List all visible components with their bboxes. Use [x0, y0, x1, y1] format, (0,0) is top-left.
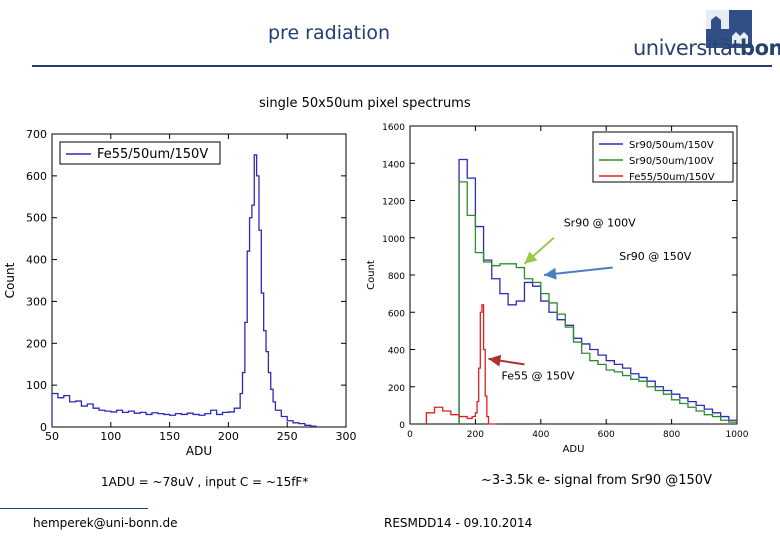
x-tick-label: 150: [159, 430, 180, 443]
series-line-0: [51, 154, 317, 427]
legend-label: Fe55/50um/150V: [629, 172, 715, 183]
y-tick-label: 200: [26, 337, 47, 350]
legend-label: Sr90/50um/100V: [629, 156, 714, 167]
x-axis-label: ADU: [563, 444, 585, 455]
series-line-0: [458, 158, 737, 424]
y-axis-label: Count: [366, 260, 377, 290]
annotation-label: Fe55 @ 150V: [502, 369, 575, 382]
footer-conference: RESMDD14 - 09.10.2014: [384, 516, 533, 530]
y-tick-label: 1200: [382, 198, 405, 208]
y-axis-label: Count: [3, 262, 17, 298]
y-tick-label: 600: [388, 309, 405, 319]
x-axis-label: ADU: [186, 444, 212, 458]
y-tick-label: 300: [26, 295, 47, 308]
annotation-label: Sr90 @ 150V: [619, 250, 691, 263]
x-tick-label: 100: [100, 430, 121, 443]
legend-label: Fe55/50um/150V: [97, 147, 208, 162]
y-tick-label: 100: [26, 379, 47, 392]
legend: Fe55/50um/150V: [59, 141, 221, 165]
legend-box: [592, 131, 734, 183]
y-tick-label: 600: [26, 170, 47, 183]
y-tick-label: 400: [26, 254, 47, 267]
y-tick-label: 500: [26, 212, 47, 225]
note-signal: ~3-3.5k e- signal from Sr90 @150V: [481, 473, 712, 488]
y-tick-label: 0: [40, 421, 47, 434]
chart-fe55: 0 100 200 300 400 500 600 700 50 100 150 200 250 300 A…: [3, 128, 357, 458]
x-tick-label: 200: [467, 430, 484, 440]
page-title: pre radiation: [268, 22, 391, 44]
annotation-label: Sr90 @ 100V: [564, 217, 636, 230]
x-tick-label: 800: [663, 430, 680, 440]
slide-subtitle: single 50x50um pixel spectrums: [259, 96, 471, 111]
logo-text-a: universität: [633, 36, 741, 60]
legend-box: [59, 141, 221, 165]
x-tick-label: 200: [218, 430, 239, 443]
university-seal-icon: [706, 10, 752, 48]
plot-frame: [51, 133, 347, 428]
x-tick-label: 400: [532, 430, 549, 440]
header-divider: [32, 65, 772, 67]
footer-email: hemperek@uni-bonn.de: [33, 516, 178, 530]
y-tick-label: 400: [388, 347, 405, 357]
x-tick-label: 300: [336, 430, 357, 443]
y-tick-label: 1600: [382, 123, 405, 133]
y-tick-label: 1400: [382, 160, 405, 170]
y-tick-label: 700: [26, 128, 47, 141]
legend: Sr90/50um/150V Sr90/50um/100V Fe55/50um/15…: [592, 131, 734, 183]
x-tick-label: 0: [407, 430, 413, 440]
x-tick-label: 1000: [726, 430, 749, 440]
annotation-arrow: [488, 354, 525, 367]
legend-label: Sr90/50um/150V: [629, 140, 714, 151]
y-tick-label: 800: [388, 272, 405, 282]
y-tick-label: 0: [399, 421, 405, 431]
note-conversion: 1ADU = ~78uV , input C = ~15fF*: [101, 475, 309, 489]
series-line-2: [425, 304, 497, 425]
chart-sr90-fe55: 0 200 400 600 800 1000 1200 1400 1600 0 200 400 600 8…: [366, 123, 749, 455]
x-tick-label: 600: [598, 430, 615, 440]
y-tick-label: 1000: [382, 235, 405, 245]
series-line-1: [458, 181, 737, 424]
x-tick-label: 50: [45, 430, 59, 443]
footer-divider: [0, 508, 148, 509]
logo-text-b: bonn: [740, 36, 780, 60]
x-tick-label: 250: [277, 430, 298, 443]
university-logo: universitätbonn: [633, 36, 780, 60]
y-tick-label: 200: [388, 384, 405, 394]
annotation-arrow: [523, 237, 555, 265]
annotation-arrow: [543, 266, 613, 280]
